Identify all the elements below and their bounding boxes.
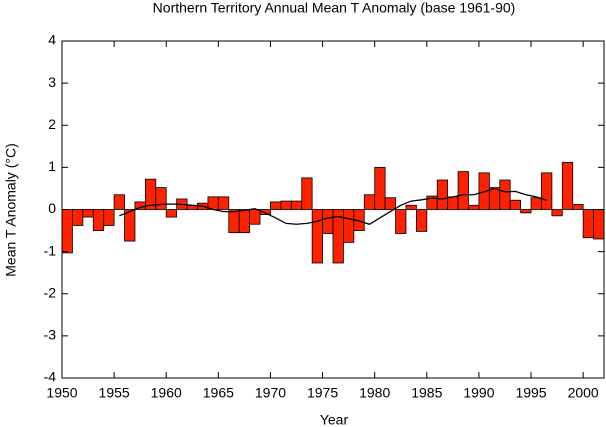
x-tick-label: 1960 (151, 385, 182, 401)
chart-title: Northern Territory Annual Mean T Anomaly… (153, 0, 516, 16)
bar (165, 209, 178, 218)
bar (541, 172, 553, 210)
bar (280, 200, 292, 210)
y-tick-label: 3 (48, 74, 56, 90)
bar (457, 171, 469, 210)
x-tick-label: 1985 (411, 385, 442, 401)
bar (124, 209, 136, 242)
y-tick-label: 0 (48, 200, 56, 216)
bar (499, 179, 511, 210)
bar (593, 209, 605, 240)
x-tick-label: 1990 (463, 385, 494, 401)
bar (228, 209, 240, 234)
bar (384, 197, 396, 210)
bar (113, 194, 125, 210)
x-tick-label: 2000 (568, 385, 599, 401)
bar (395, 209, 407, 234)
bar (207, 196, 219, 210)
y-tick-label: 4 (48, 32, 56, 48)
y-tick-label: 1 (48, 158, 56, 174)
y-axis-label: Mean T Anomaly (°C) (3, 143, 19, 276)
bar (155, 187, 167, 210)
y-tick-label: -4 (44, 369, 57, 385)
bar (374, 166, 386, 210)
y-tick-label: -1 (44, 242, 57, 258)
smoothed-line (119, 187, 547, 225)
bar (72, 209, 84, 226)
bar (520, 209, 532, 214)
bar (436, 179, 449, 210)
bar (363, 194, 376, 210)
x-tick-label: 1950 (46, 385, 77, 401)
bar (561, 161, 574, 210)
bar (259, 209, 271, 215)
y-tick-label: -2 (44, 284, 57, 300)
bar (582, 209, 594, 239)
x-axis-label: Year (320, 412, 349, 427)
bar (82, 209, 94, 218)
x-tick-label: 1975 (307, 385, 338, 401)
bar (249, 209, 261, 225)
bar (343, 209, 355, 243)
bar (551, 209, 563, 217)
y-tick-label: -3 (44, 327, 57, 343)
bar (405, 204, 417, 210)
bar (572, 204, 584, 210)
bar (103, 209, 115, 226)
x-tick-label: 1970 (255, 385, 286, 401)
bar (301, 177, 313, 210)
x-tick-label: 1965 (203, 385, 234, 401)
bar (290, 200, 303, 210)
bar (415, 209, 428, 232)
bar (311, 209, 323, 264)
bar (92, 209, 105, 231)
bar (468, 204, 480, 210)
x-tick-label: 1955 (99, 385, 130, 401)
bar (61, 209, 73, 254)
x-tick-label: 1995 (515, 385, 546, 401)
y-tick-label: 2 (48, 116, 56, 132)
bar (530, 197, 542, 210)
bar (488, 187, 501, 210)
bar (509, 199, 522, 210)
bar (447, 196, 459, 210)
bar (270, 201, 282, 210)
bar (217, 196, 230, 210)
bar (322, 209, 334, 234)
bar (238, 209, 251, 234)
x-tick-label: 1980 (359, 385, 390, 401)
